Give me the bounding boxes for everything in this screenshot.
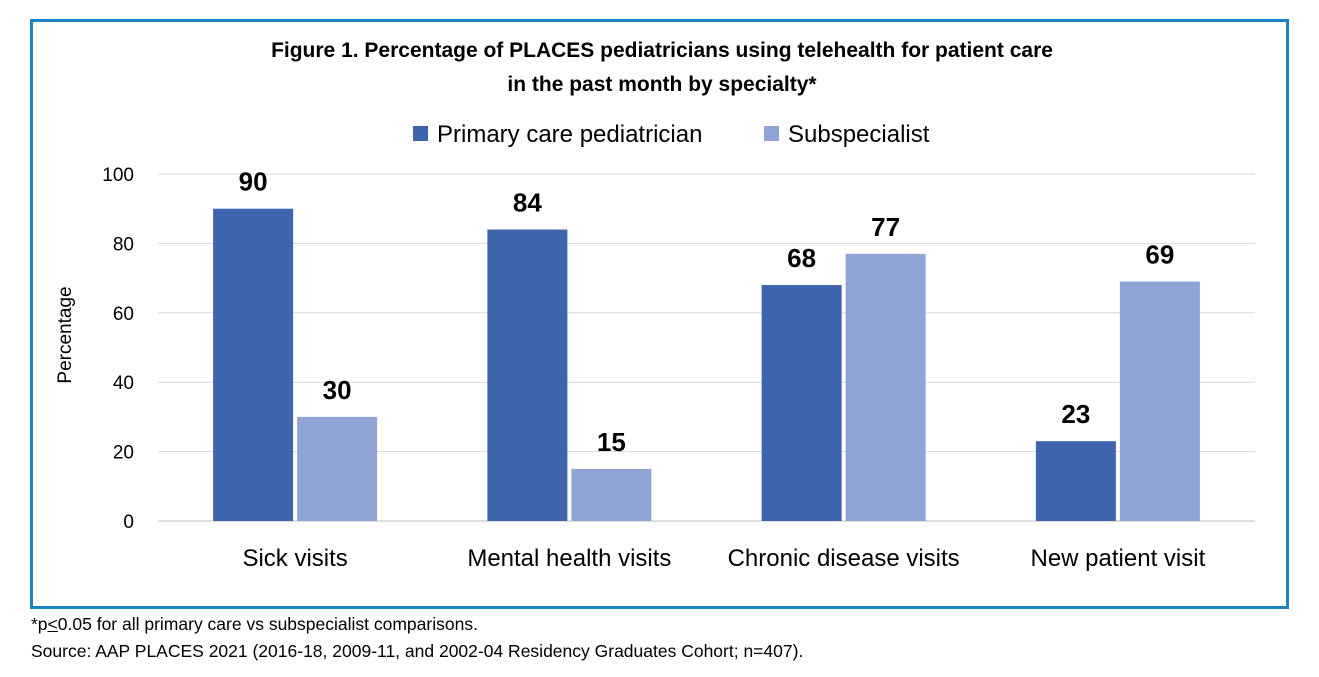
legend-label: Subspecialist bbox=[788, 121, 930, 148]
y-tick-label: 80 bbox=[113, 234, 134, 255]
footnote-le-symbol: < bbox=[47, 614, 58, 634]
footnote-prefix: *p bbox=[31, 614, 48, 634]
bar bbox=[297, 416, 378, 521]
data-label: 30 bbox=[323, 375, 352, 405]
x-axis-ticks: Sick visits Mental health visits Chronic d… bbox=[242, 545, 1205, 572]
bar bbox=[845, 253, 926, 521]
x-tick-label: Chronic disease visits bbox=[728, 545, 960, 572]
legend-swatch bbox=[413, 126, 428, 141]
data-label: 23 bbox=[1061, 399, 1090, 429]
bar bbox=[761, 285, 842, 521]
y-axis-label: Percentage bbox=[55, 286, 76, 383]
y-tick-label: 20 bbox=[113, 443, 134, 464]
legend-label: Primary care pediatrician bbox=[437, 121, 702, 148]
footnote-significance: *p<0.05 for all primary care vs subspeci… bbox=[31, 614, 478, 635]
footnote-source: Source: AAP PLACES 2021 (2016-18, 2009-1… bbox=[31, 641, 804, 661]
footnote-suffix: 0.05 for all primary care vs subspeciali… bbox=[57, 614, 478, 634]
data-label: 90 bbox=[239, 167, 268, 197]
data-label: 15 bbox=[597, 427, 626, 457]
x-tick-label: Sick visits bbox=[242, 545, 347, 572]
data-label: 84 bbox=[513, 188, 542, 218]
data-label: 77 bbox=[871, 212, 900, 242]
y-axis-ticks: 0 20 40 60 80 100 bbox=[102, 165, 134, 533]
bar bbox=[1119, 281, 1200, 521]
data-labels: 90 30 84 15 68 77 23 69 bbox=[239, 167, 1175, 457]
chart-frame bbox=[30, 19, 1289, 609]
y-tick-label: 40 bbox=[113, 373, 134, 394]
legend-swatch bbox=[764, 126, 779, 141]
bar bbox=[571, 468, 652, 521]
x-tick-label: New patient visit bbox=[1031, 545, 1206, 572]
bar bbox=[1035, 441, 1116, 521]
bar bbox=[213, 208, 294, 521]
chart-legend: Primary care pediatrician Subspecialist bbox=[413, 121, 930, 148]
bar-chart: Figure 1. Percentage of PLACES pediatric… bbox=[55, 39, 1255, 572]
chart-title-line-1: Figure 1. Percentage of PLACES pediatric… bbox=[271, 39, 1053, 62]
bars bbox=[213, 208, 1200, 521]
data-label: 69 bbox=[1145, 240, 1174, 270]
x-tick-label: Mental health visits bbox=[467, 545, 671, 572]
y-tick-label: 0 bbox=[123, 512, 134, 533]
y-tick-label: 60 bbox=[113, 304, 134, 325]
y-tick-label: 100 bbox=[102, 165, 134, 186]
chart-title-line-2: in the past month by specialty* bbox=[507, 73, 817, 96]
data-label: 68 bbox=[787, 243, 816, 273]
bar bbox=[487, 229, 568, 521]
